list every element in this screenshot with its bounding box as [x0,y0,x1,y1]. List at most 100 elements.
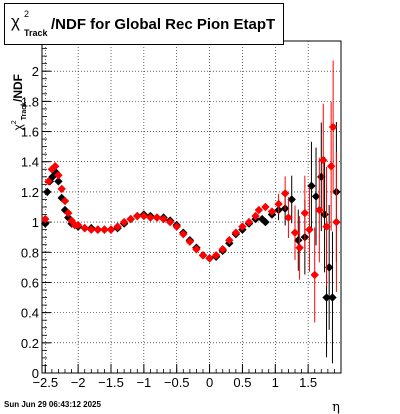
data-point-red [319,156,328,165]
data-point-red [126,214,135,224]
data-point-red [93,225,103,234]
data-point-red [326,162,336,171]
data-point-red [322,222,331,231]
data-point-red [274,199,283,209]
data-point-red [119,217,129,227]
title-chi-symbol: χ [11,12,20,31]
y-tick-label: 1.2 [21,185,39,200]
data-point-red [315,205,324,215]
data-point-red [41,214,50,224]
data-point-red [310,270,319,280]
data-point-red [192,245,201,254]
data-point-red [100,225,109,234]
data-point-red [328,122,338,132]
data-point-red [106,225,116,234]
x-tick-label: −0.5 [164,375,190,390]
plot-frame [41,40,342,374]
data-point-red [251,211,260,221]
data-point-black [328,293,337,302]
data-point-red [254,205,264,215]
grid [42,41,341,374]
data-point-red [44,177,53,186]
data-point-red [218,245,227,254]
data-point-red [80,223,89,233]
data-point-black [287,195,296,204]
svg-text:χ2Track/NDF: χ2Track/NDF [11,74,28,131]
x-tick-label: 1 [272,375,279,390]
x-tick-label: −2.5 [32,375,58,390]
data-point-red [244,217,254,227]
axes: −2.5 −2 −1.5 −1 −0.5 0 0.5 1 1.5 0 0.2 0.4 0.6 0.8 1 1.… [21,40,335,390]
data-point-red [60,196,70,206]
data-point-black [294,236,303,245]
y-tick-label: 2 [32,64,39,79]
x-tick-label: −1 [136,375,151,390]
data-point-red [300,208,310,218]
x-tick-label: 0 [206,375,213,390]
y-tick-label: 0.6 [21,275,39,290]
data-point-black [257,214,267,224]
data-point-red [295,243,304,252]
data-point-black [43,187,52,197]
x-tick-label: −2 [71,375,86,390]
data-point-red [139,211,149,221]
y-axis-label-rest: /NDF [11,74,25,102]
data-point-red [280,189,290,198]
data-point-black [54,177,63,186]
data-point-red [185,237,195,246]
x-tick-label: 0.5 [233,375,251,390]
data-point-red [290,228,300,237]
data-point-red [152,213,162,222]
data-point-red [87,225,96,234]
x-tick-label: 1.5 [299,375,317,390]
timestamp-footer: Sun Jun 29 06:43:12 2025 [4,400,101,409]
data-point-red [284,213,293,222]
data-point-black [261,217,270,227]
data-point-red [211,251,221,260]
data-point-red [73,220,83,230]
title-text: /NDF for Global Rec Pion EtapT [51,16,276,33]
data-point-red [54,171,63,180]
data-point-black [324,263,334,272]
data-point-red [146,213,155,222]
data-point-black [41,219,50,228]
title-superscript: 2 [24,9,30,19]
y-tick-label: 0 [32,366,39,381]
y-tick-label: 1.6 [21,125,39,140]
data-point-red [113,222,122,231]
data-point-black [322,293,331,302]
chart-title: χ 2 Track /NDF for Global Rec Pion EtapT [4,3,284,45]
data-point-red [179,229,188,239]
data-point-red [67,216,76,225]
data-point-red [165,217,175,227]
data-point-black [311,192,321,201]
data-series [41,60,341,364]
y-tick-label: 0.2 [21,336,39,351]
data-point-red [50,162,60,171]
y-axis-label-sub: Track [21,102,28,120]
data-point-red [231,228,241,237]
y-axis-label: χ2Track/NDF [11,74,28,131]
y-tick-label: 1.4 [21,155,39,170]
data-point-red [133,211,142,221]
data-point-red [64,208,73,218]
y-tick-label: 0.8 [21,245,39,260]
y-tick-label: 1.8 [21,94,39,109]
data-point-red [261,202,270,212]
data-point-black [64,213,73,222]
data-point-red [198,251,208,260]
x-tick-label: −1.5 [98,375,124,390]
data-point-red [332,217,341,227]
x-axis-label: η [332,400,340,414]
data-point-red [305,225,314,234]
data-point-red [225,236,234,245]
y-axis-label-symbol: χ [11,124,25,131]
title-subscript: Track [24,28,48,38]
data-point-red [57,184,66,194]
data-point-red [159,214,168,224]
data-point-red [172,222,181,231]
y-tick-label: 1 [32,215,39,230]
y-axis-label-sup: 2 [11,120,18,124]
data-point-red [267,207,277,216]
